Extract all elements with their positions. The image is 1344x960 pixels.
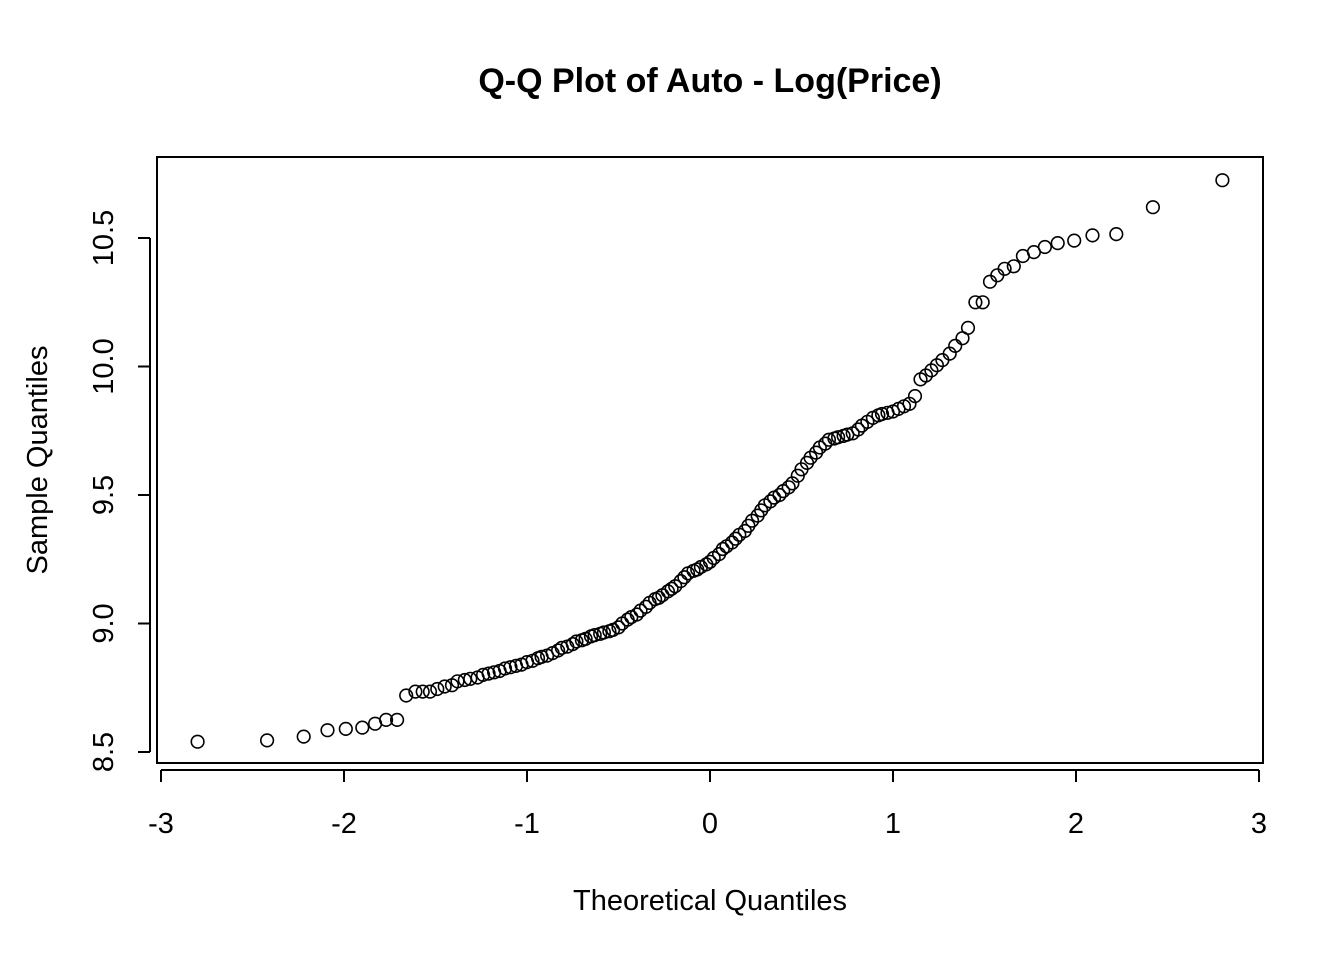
data-point-112 [907,389,923,404]
data-point-14 [437,679,452,694]
data-point-20 [476,667,491,683]
data-point-97 [830,430,846,445]
data-point-61 [673,573,688,589]
data-point-71 [715,541,730,557]
data-point-68 [702,554,718,569]
x-axis: -3 -2 -1 0 1 2 3 [148,769,1267,840]
data-point-3 [320,723,335,738]
y-axis: 8.5 9.0 9.5 10.0 10.5 [88,210,151,772]
data-point-84 [772,487,787,503]
y-tick-label-3: 10.0 [88,338,120,394]
data-point-2 [296,729,311,744]
x-tick-label-6: 3 [1251,808,1267,840]
y-tick-label-2: 9.5 [88,475,120,515]
y-tick-label-4: 10.5 [88,210,120,266]
data-point-12 [422,684,438,699]
plot-frame [156,156,1264,764]
data-point-7 [379,712,394,728]
data-point-106 [874,406,890,422]
data-point-59 [664,581,679,596]
data-point-11 [415,684,430,699]
data-point-119 [948,338,963,354]
data-point-44 [596,625,612,640]
data-point-0 [190,734,205,749]
data-point-58 [660,584,676,599]
data-point-101 [851,422,866,437]
data-point-62 [677,570,692,585]
data-point-132 [1067,233,1082,248]
data-point-135 [1145,200,1160,215]
data-point-51 [629,607,644,622]
x-tick-label-2: -1 [514,808,540,840]
data-point-131 [1050,236,1065,251]
data-point-34 [550,643,566,658]
data-point-53 [638,599,654,614]
data-point-18 [463,671,478,686]
chart-title: Q-Q Plot of Auto - Log(Price) [478,62,941,100]
data-point-24 [497,661,513,676]
data-point-9 [399,688,414,703]
data-points [190,173,1230,749]
x-tick-label-1: -2 [331,808,357,840]
data-point-123 [975,295,990,310]
data-point-13 [430,681,445,697]
data-point-95 [821,432,837,447]
data-point-121 [960,320,976,336]
data-point-10 [408,684,423,699]
data-point-1 [260,733,275,748]
data-point-136 [1215,173,1230,188]
y-tick-label-0: 8.5 [88,732,120,772]
data-point-74 [728,531,743,546]
x-axis-title: Theoretical Quantiles [573,885,847,917]
data-point-134 [1109,227,1124,242]
data-point-5 [355,720,370,735]
x-tick-label-4: 1 [885,808,901,840]
data-point-127 [1006,259,1021,274]
data-point-8 [390,712,405,728]
data-point-130 [1037,239,1052,255]
data-point-73 [724,535,740,550]
y-axis-title: Sample Quantiles [22,346,54,575]
data-point-25 [503,660,518,675]
y-tick-label-1: 9.0 [88,603,120,643]
x-tick-label-0: -3 [148,808,174,840]
data-point-47 [611,620,626,635]
data-point-133 [1085,228,1100,243]
data-point-21 [481,666,496,681]
x-tick-label-3: 0 [702,808,718,840]
data-point-37 [565,636,580,652]
data-point-122 [968,295,983,310]
data-point-86 [781,480,796,495]
data-point-42 [587,627,602,643]
data-point-4 [338,721,353,737]
x-tick-label-5: 2 [1068,808,1084,840]
data-point-38 [569,634,584,649]
data-point-126 [997,261,1012,276]
